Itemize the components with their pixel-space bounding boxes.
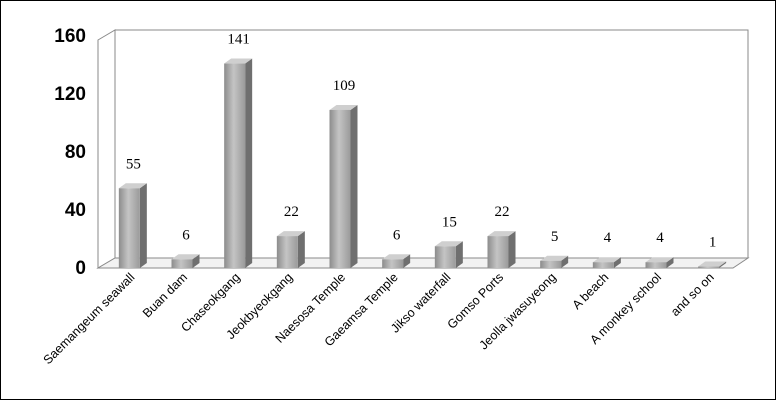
bar-front xyxy=(276,236,298,268)
y-tick-label: 40 xyxy=(65,200,86,221)
bar xyxy=(329,104,358,268)
bar-front xyxy=(382,259,404,268)
bar-front xyxy=(329,109,351,268)
bar-top xyxy=(118,183,147,189)
y-tick-label: 80 xyxy=(65,142,86,163)
bar-top xyxy=(329,104,358,110)
bar-top xyxy=(645,257,674,263)
back-wall xyxy=(114,29,749,259)
bar xyxy=(698,261,727,268)
bar-side xyxy=(613,257,621,268)
bar xyxy=(540,255,569,268)
bar-front xyxy=(540,260,562,268)
bar-front xyxy=(118,188,140,268)
y-tick-label: 160 xyxy=(54,26,86,47)
bar-top xyxy=(487,231,516,237)
value-label: 109 xyxy=(333,78,356,94)
value-label: 5 xyxy=(551,229,559,245)
bar xyxy=(224,58,253,268)
value-label: 6 xyxy=(182,227,190,243)
value-label: 141 xyxy=(227,32,250,48)
value-label: 1 xyxy=(709,235,717,251)
value-label: 4 xyxy=(604,230,612,246)
bar-side xyxy=(455,241,463,268)
value-label: 4 xyxy=(656,230,664,246)
bar-side xyxy=(561,255,569,268)
bar xyxy=(434,241,463,268)
bar-top xyxy=(698,261,727,267)
bar-front xyxy=(171,259,193,268)
bar-side xyxy=(666,257,674,268)
bar-top xyxy=(224,58,253,64)
side-wall xyxy=(97,29,116,269)
bar-side xyxy=(719,261,727,268)
bar-front xyxy=(592,262,614,268)
floor xyxy=(96,257,750,269)
bar-side xyxy=(245,58,253,268)
y-tick-label: 0 xyxy=(75,258,86,279)
bar-front xyxy=(434,246,456,268)
bar-side xyxy=(192,254,200,268)
bar-front xyxy=(645,262,667,268)
bar-top xyxy=(540,255,569,261)
bar xyxy=(382,254,411,268)
value-label: 15 xyxy=(442,214,457,230)
bar-top xyxy=(276,231,305,237)
bar-top xyxy=(592,257,621,263)
value-label: 6 xyxy=(393,227,401,243)
value-label: 55 xyxy=(126,156,141,172)
bar-front xyxy=(698,266,720,268)
value-label: 22 xyxy=(284,204,299,220)
bar-side xyxy=(508,231,516,268)
bar-front xyxy=(224,63,246,268)
bar xyxy=(171,254,200,268)
bar xyxy=(118,183,147,268)
value-label: 22 xyxy=(495,204,510,220)
bar-side xyxy=(139,183,147,268)
bar-side xyxy=(403,254,411,268)
bar-top xyxy=(171,254,200,260)
bar-front xyxy=(487,236,509,268)
bar-top xyxy=(434,241,463,247)
bar-top xyxy=(382,254,411,260)
bar xyxy=(276,231,305,268)
bar xyxy=(592,257,621,268)
bar xyxy=(487,231,516,268)
bar-side xyxy=(297,231,305,268)
bar-side xyxy=(350,104,358,268)
bar xyxy=(645,257,674,268)
y-tick-label: 120 xyxy=(54,84,86,105)
